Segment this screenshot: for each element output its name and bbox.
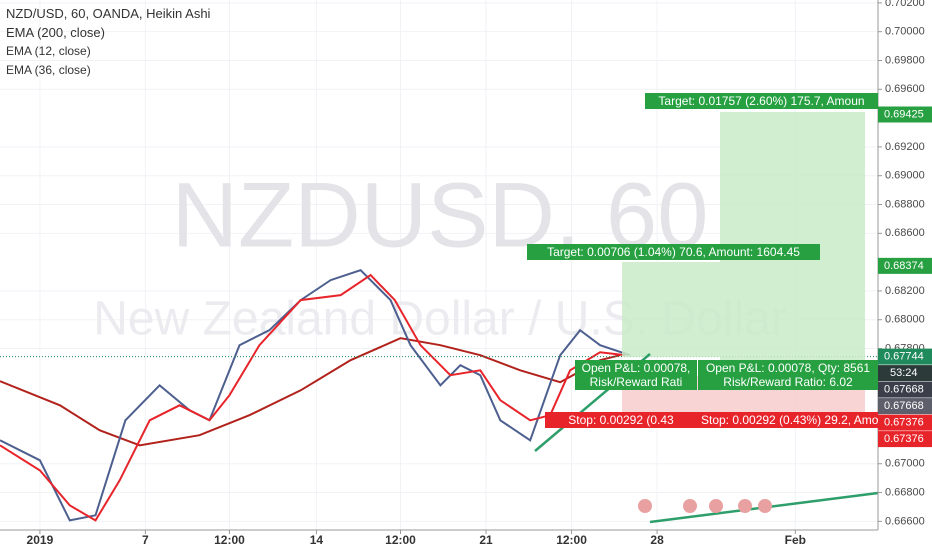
position-label: Stop: 0.00292 (0.43%) 29.2, Amoun <box>697 412 878 428</box>
legend-entry: EMA (200, close) <box>6 25 105 40</box>
position-label: Target: 0.00706 (1.04%) 70.6, Amount: 16… <box>527 244 820 260</box>
position-label-line: Stop: 0.00292 (0.43 <box>568 413 674 427</box>
x-tick-label: 21 <box>479 533 493 547</box>
price-tag-label: 0.67376 <box>884 417 924 429</box>
ema-line <box>0 273 626 522</box>
x-tick-label: 12:00 <box>556 533 587 547</box>
position-label: Open P&L: 0.00078, Qty: 8561 Risk/Reward … <box>698 360 878 390</box>
price-tag <box>878 106 932 123</box>
y-tick-label: 0.66800 <box>885 486 925 498</box>
price-tag-label: 0.68374 <box>884 260 924 272</box>
price-tag <box>878 398 932 415</box>
price-tag-label: 0.67668 <box>884 400 924 412</box>
y-tick-label: 0.66600 <box>885 515 925 527</box>
event-icons <box>638 499 772 513</box>
target-zone <box>622 262 720 357</box>
countdown: 53:24 <box>890 367 918 379</box>
countdown-tag <box>878 365 932 382</box>
ema-line <box>0 269 631 522</box>
y-tick-label: 0.69200 <box>885 141 925 153</box>
y-tick-label: 0.70000 <box>885 26 925 38</box>
price-tag-label: 0.67376 <box>884 433 924 445</box>
position-label: Open P&L: 0.00078, Risk/Reward Rati <box>575 360 697 390</box>
x-tick-label: 12:00 <box>214 533 245 547</box>
legend: NZD/USD, 60, OANDA, Heikin Ashi EMA (200… <box>6 4 210 80</box>
y-tick-label: 0.68000 <box>885 314 925 326</box>
x-tick-label: 14 <box>310 533 324 547</box>
position-label-line: Risk/Reward Rati <box>589 375 683 389</box>
price-tag-label: 0.67668 <box>884 384 924 396</box>
x-tick-label: 12:00 <box>385 533 416 547</box>
position-label-line: Open P&L: 0.00078, <box>581 361 691 375</box>
x-tick-label: Feb <box>785 533 806 547</box>
price-tag <box>878 431 932 448</box>
x-tick-label: 2019 <box>27 533 54 547</box>
price-tag <box>878 348 932 365</box>
y-tick-label: 0.68200 <box>885 285 925 297</box>
x-tick-label: 7 <box>142 533 149 547</box>
legend-entry: EMA (36, close) <box>6 63 91 77</box>
legend-entry: EMA (12, close) <box>6 44 91 58</box>
x-tick-label: 28 <box>650 533 664 547</box>
target-zone <box>720 112 865 362</box>
y-tick-label: 0.68800 <box>885 198 925 210</box>
y-tick-label: 0.68600 <box>885 227 925 239</box>
price-tag-label: 0.67744 <box>884 351 924 363</box>
price-axis <box>878 0 932 550</box>
price-tag-label: 0.69425 <box>884 108 924 120</box>
y-tick-label: 0.67000 <box>885 458 925 470</box>
ema-line <box>0 337 621 447</box>
position-label-line: Open P&L: 0.00078, Qty: 8561 <box>705 361 871 375</box>
y-tick-label: 0.69800 <box>885 54 925 66</box>
position-label-line: Stop: 0.00292 (0.43%) 29.2, Amoun <box>701 413 878 427</box>
position-label-line: Target: 0.00706 (1.04%) 70.6, Amount: 16… <box>547 245 800 259</box>
position-label-line: Target: 0.01757 (2.60%) 175.7, Amoun <box>658 94 865 108</box>
position-label: Stop: 0.00292 (0.43 <box>545 412 697 428</box>
price-tag <box>878 381 932 398</box>
y-tick-label: 0.69600 <box>885 83 925 95</box>
price-tag <box>878 257 932 274</box>
y-tick-label: 0.70200 <box>885 0 925 9</box>
y-tick-label: 0.69000 <box>885 170 925 182</box>
position-label-line: Risk/Reward Ratio: 6.02 <box>723 375 853 389</box>
position-label: Target: 0.01757 (2.60%) 175.7, Amoun <box>645 93 878 109</box>
price-tag <box>878 414 932 431</box>
chart-title: NZD/USD, 60, OANDA, Heikin Ashi <box>6 6 211 21</box>
